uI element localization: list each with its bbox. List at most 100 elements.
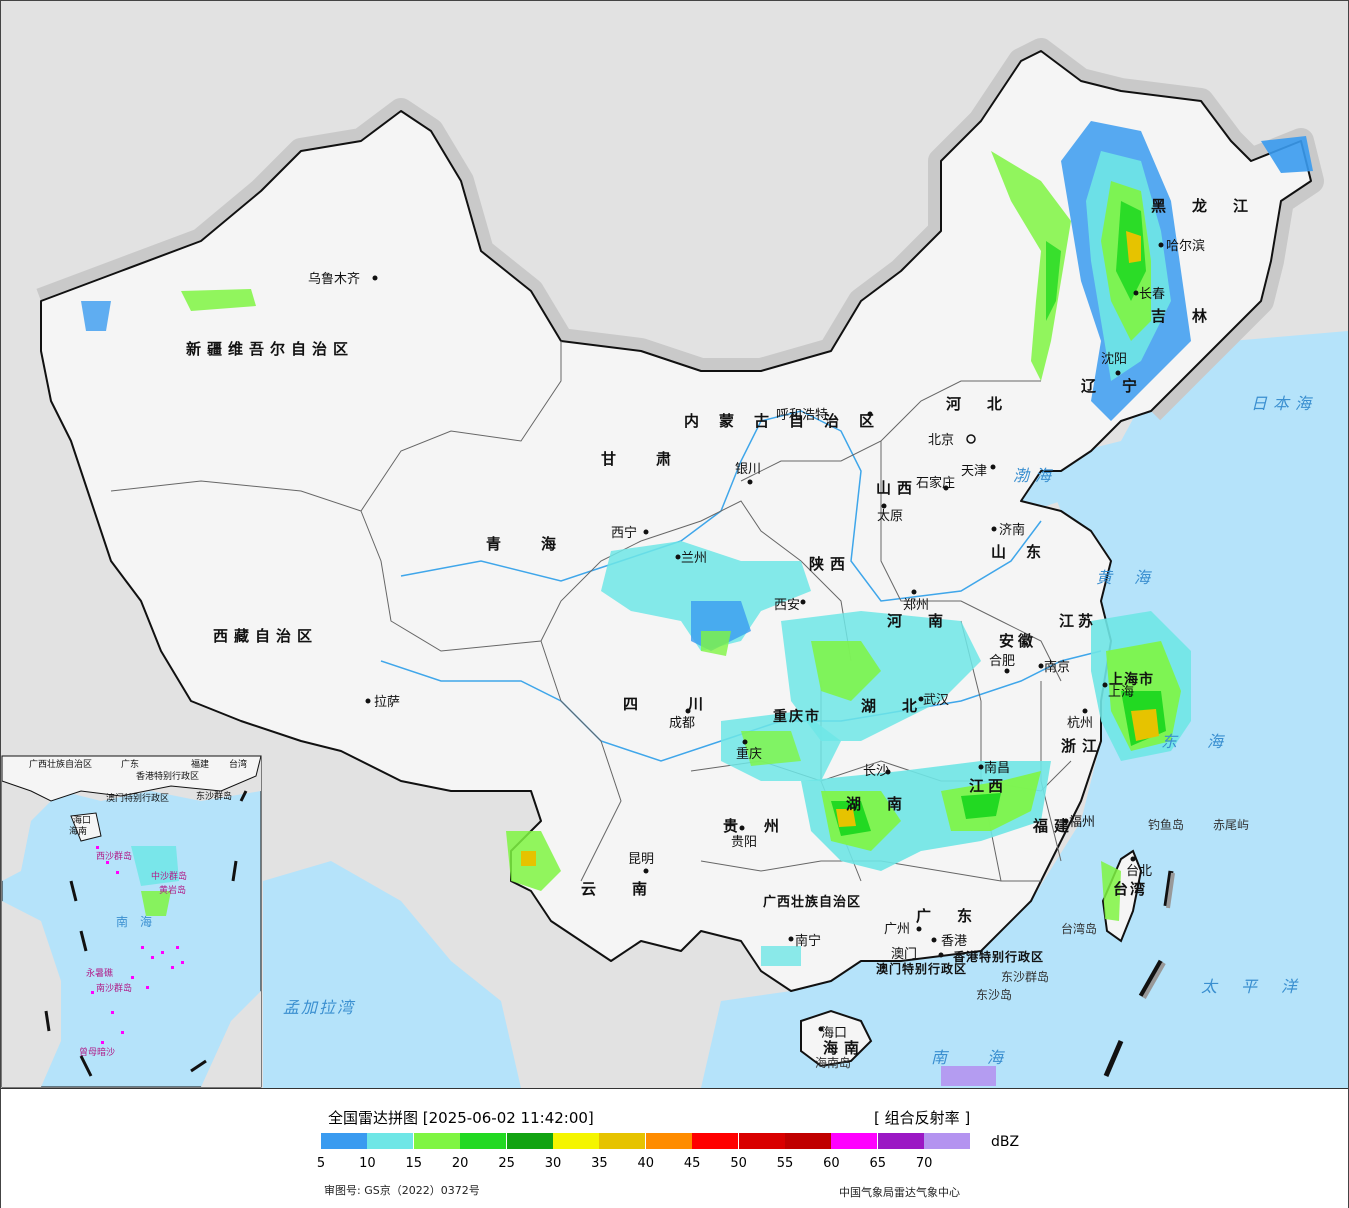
city-label-hohhot: 呼和浩特 <box>776 408 828 423</box>
region-label-guangxi: 广西壮族自治区 <box>763 894 861 910</box>
sea-label-east: 东海 <box>1161 732 1253 751</box>
region-label-hubei: 湖北 <box>861 697 943 715</box>
legend-tick-label: 55 <box>776 1156 794 1171</box>
region-label-xinjiang: 新疆维吾尔自治区 <box>186 340 354 358</box>
region-label-hunan: 湖南 <box>846 795 928 813</box>
sea-label-bohai: 渤海 <box>1013 466 1057 485</box>
region-label-fujian: 福建 <box>1032 817 1075 835</box>
legend-color-cell <box>785 1133 831 1149</box>
region-label-sichuan: 四川 <box>623 695 753 713</box>
legend-tick-label: 10 <box>359 1156 376 1171</box>
inset-label-yongshu: 永暑礁 <box>86 967 113 979</box>
inset-label-hainan: 海南 <box>69 825 87 837</box>
city-label-nanning: 南宁 <box>795 933 821 949</box>
city-label-xian: 西安 <box>774 598 800 613</box>
legend-color-cell <box>506 1133 553 1149</box>
city-label-wuhan: 武汉 <box>923 693 949 708</box>
city-label-tianjin: 天津 <box>961 464 987 479</box>
island-label-taiwan: 台湾岛 <box>1061 921 1097 936</box>
island-label-dongsha-islands: 东沙群岛 <box>1001 969 1049 984</box>
city-label-taipei: 台北 <box>1126 864 1152 879</box>
product-label: [ 组合反射率 ] <box>874 1109 971 1127</box>
city-label-jinan: 济南 <box>999 522 1025 538</box>
legend-color-cell <box>831 1133 878 1149</box>
legend-tick-label: 60 <box>823 1156 840 1171</box>
city-label-hangzhou: 杭州 <box>1067 716 1093 731</box>
legend-color-cell <box>599 1133 646 1149</box>
legend-tick-label: 30 <box>544 1156 562 1171</box>
legend-color-cell <box>924 1133 971 1149</box>
sea-label-japan: 日本海 <box>1251 394 1317 413</box>
region-label-anhui: 安徽 <box>999 632 1037 650</box>
city-label-beijing: 北京 <box>928 433 954 448</box>
legend-tick-label: 25 <box>498 1156 515 1171</box>
east-sea-area <box>701 331 1348 1088</box>
region-label-shandong: 山东 <box>991 543 1061 561</box>
city-label-haikou: 海口 <box>821 1026 847 1041</box>
inset-label-south-sea: 南海 <box>116 914 164 929</box>
inset-label-fujian: 福建 <box>191 758 209 770</box>
inset-label-haikou: 海口 <box>73 814 91 826</box>
island-label-dongsha: 东沙岛 <box>976 987 1012 1002</box>
city-label-lanzhou: 兰州 <box>681 551 707 566</box>
city-label-hefei: 合肥 <box>989 654 1015 669</box>
region-label-taiwan: 台湾 <box>1113 880 1147 898</box>
legend-color-cell <box>553 1133 599 1149</box>
region-label-zhejiang: 浙江 <box>1061 737 1103 755</box>
city-label-shanghai: 上海 <box>1108 685 1134 700</box>
city-label-urumqi: 乌鲁木齐 <box>308 271 360 287</box>
city-label-taiyuan: 太原 <box>877 509 903 524</box>
region-label-neimenggu: 内蒙古自治区 <box>684 412 894 430</box>
region-label-guangdong: 广东 <box>916 907 998 925</box>
city-label-changsha: 长沙 <box>863 764 889 779</box>
inset-label-dongsha: 东沙群岛 <box>196 790 232 802</box>
legend-panel: 全国雷达拼图 [2025-06-02 11:42:00] [ 组合反射率 ] d… <box>1 1088 1348 1208</box>
city-label-fuzhou: 福州 <box>1069 815 1095 830</box>
city-label-zhengzhou: 郑州 <box>903 598 929 613</box>
region-label-heilongjiang: 黑龙江 <box>1151 197 1274 215</box>
region-label-hebei: 河北 <box>946 395 1028 413</box>
china-mainland <box>40 50 1312 992</box>
region-label-henan: 河南 <box>887 612 969 630</box>
inset-label-taiwan: 台湾 <box>229 758 247 770</box>
south-china-sea-inset <box>1 755 262 1088</box>
city-label-nanjing: 南京 <box>1044 659 1070 675</box>
region-label-shanxi: 山西 <box>876 479 918 497</box>
region-label-macau: 澳门特别行政区 <box>876 961 967 976</box>
inset-label-xisha: 西沙群岛 <box>96 850 132 862</box>
island-label-diaoyu: 钓鱼岛 <box>1148 817 1184 832</box>
city-label-shenyang: 沈阳 <box>1101 352 1127 367</box>
region-label-qinghai: 青海 <box>486 535 596 553</box>
unit-label: dBZ <box>991 1134 1020 1150</box>
city-label-chongqing-city: 重庆 <box>736 746 762 762</box>
legend-tick-label: 5 <box>316 1156 326 1171</box>
legend-color-cell <box>321 1133 367 1149</box>
inset-label-hk: 香港特别行政区 <box>136 770 199 782</box>
inset-label-huangyan: 黄岩岛 <box>159 884 186 896</box>
region-label-hongkong: 香港特别行政区 <box>952 949 1044 964</box>
city-label-guangzhou: 广州 <box>884 922 910 937</box>
city-label-nanchang: 南昌 <box>984 760 1010 776</box>
sea-label-pacific: 太平洋 <box>1201 977 1321 996</box>
inset-label-zhongsha: 中沙群岛 <box>151 870 187 882</box>
city-markers <box>365 242 1164 1032</box>
legend-tick-label: 65 <box>869 1156 887 1171</box>
legend-tick-label: 45 <box>683 1156 701 1171</box>
legend-tick-label: 15 <box>405 1156 423 1171</box>
region-label-jiangsu: 江苏 <box>1059 612 1097 630</box>
city-label-kunming: 昆明 <box>628 852 654 867</box>
sea-label-yellow: 黄海 <box>1096 568 1172 587</box>
bay-of-bengal <box>263 861 521 1088</box>
map-approval-number: 审图号: GS京（2022）0372号 <box>324 1184 480 1197</box>
legend-tick-label: 40 <box>637 1156 655 1171</box>
legend-tick-label: 50 <box>730 1156 747 1171</box>
city-label-chengdu: 成都 <box>669 716 695 731</box>
china-radar-map: 新疆维吾尔自治区 西藏自治区 青海 甘肃 内蒙古自治区 黑龙江 吉林 辽宁 河北… <box>1 1 1348 1088</box>
inset-label-guangdong: 广东 <box>121 758 139 770</box>
legend-color-cell <box>460 1133 507 1149</box>
city-label-changchun: 长春 <box>1139 287 1165 302</box>
legend-tick-label: 70 <box>915 1156 933 1171</box>
radar-echoes <box>81 121 1313 1086</box>
inset-label-nansha: 南沙群岛 <box>96 982 132 994</box>
